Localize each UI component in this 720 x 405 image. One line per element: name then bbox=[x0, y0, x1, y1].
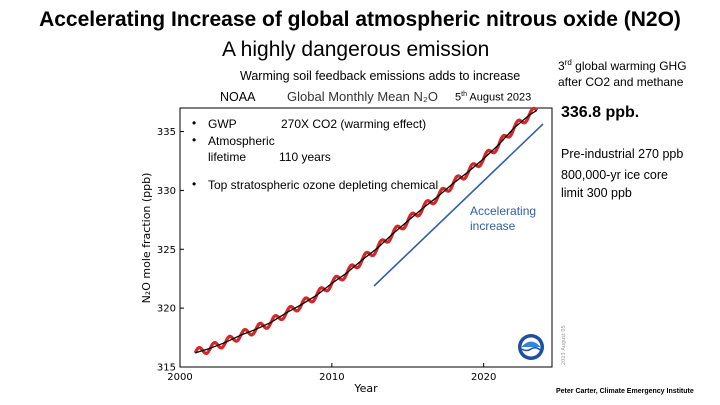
x-tick-label: 2010 bbox=[319, 372, 344, 383]
x-tick-label: 2000 bbox=[167, 372, 192, 383]
y-tick-label: 315 bbox=[157, 363, 176, 374]
annotation-line2: increase bbox=[470, 219, 516, 233]
rank-number: 3 bbox=[558, 59, 565, 73]
rank-suffix: rd bbox=[564, 58, 572, 67]
annotation-line1: Accelerating bbox=[470, 204, 537, 218]
fact-lifetime-label: Atmospheric bbox=[208, 134, 275, 148]
accelerating-annotation: Accelerating increase bbox=[470, 204, 536, 234]
noaa-logo bbox=[518, 334, 544, 360]
date-label: 5th August 2023 bbox=[455, 91, 531, 104]
fact-bullet: • bbox=[192, 133, 197, 147]
soil-feedback-note: Warming soil feedback emissions adds to … bbox=[240, 69, 521, 83]
slide-title: Accelerating Increase of global atmosphe… bbox=[39, 8, 681, 31]
y-tick-label: 325 bbox=[157, 245, 176, 256]
y-tick-label: 335 bbox=[157, 127, 176, 138]
series-layer bbox=[193, 106, 539, 356]
icecore-line1: 800,000-yr ice core bbox=[561, 168, 669, 182]
rank-line1: global warming GHG bbox=[571, 59, 687, 73]
y-tick-label: 320 bbox=[157, 304, 176, 315]
fact-lifetime-value: 110 years bbox=[279, 150, 331, 164]
ghg-rank-note: 3rd global warming GHG after CO2 and met… bbox=[558, 55, 687, 90]
preindustrial-value: Pre-industrial 270 ppb bbox=[561, 147, 684, 161]
icecore-limit: 800,000-yr ice core limit 300 ppb bbox=[561, 166, 668, 202]
trend-series-line bbox=[195, 109, 538, 354]
icecore-line2: limit 300 ppb bbox=[561, 186, 632, 200]
y-tick-label: 330 bbox=[157, 186, 176, 197]
x-axis-label: Year bbox=[353, 382, 378, 395]
x-axis-ticks: 2000 2010 2020 bbox=[167, 363, 496, 383]
fact-gwp-value: 270X CO2 (warming effect) bbox=[281, 117, 427, 131]
source-label: NOAA bbox=[220, 90, 256, 104]
fact-bullet: • bbox=[192, 116, 197, 130]
y-axis-label: N₂O mole fraction (ppb) bbox=[140, 173, 153, 304]
fact-bullet: • bbox=[192, 177, 197, 191]
accelerating-trend-arrow bbox=[373, 123, 544, 287]
fact-gwp-label: GWP bbox=[208, 117, 237, 131]
chart-title: Global Monthly Mean N₂O bbox=[287, 89, 438, 104]
credit: Peter Carter, Climate Emergency Institut… bbox=[556, 388, 694, 395]
fact-lifetime-label2: lifetime bbox=[208, 150, 247, 164]
fact-ozone-label: Top stratospheric ozone depleting chemic… bbox=[208, 178, 439, 192]
y-axis-ticks: 315 320 325 330 335 bbox=[157, 127, 184, 374]
current-value: 336.8 ppb. bbox=[561, 104, 640, 121]
date-day: 5 bbox=[455, 91, 462, 104]
rank-line2: after CO2 and methane bbox=[558, 75, 684, 89]
x-tick-label: 2020 bbox=[471, 372, 496, 383]
watermark-date: 2023 August 05 bbox=[561, 325, 567, 365]
slide-subtitle: A highly dangerous emission bbox=[222, 38, 490, 61]
date-rest: August 2023 bbox=[466, 91, 532, 104]
plot-frame bbox=[179, 107, 553, 368]
date-suffix: th bbox=[461, 91, 467, 98]
